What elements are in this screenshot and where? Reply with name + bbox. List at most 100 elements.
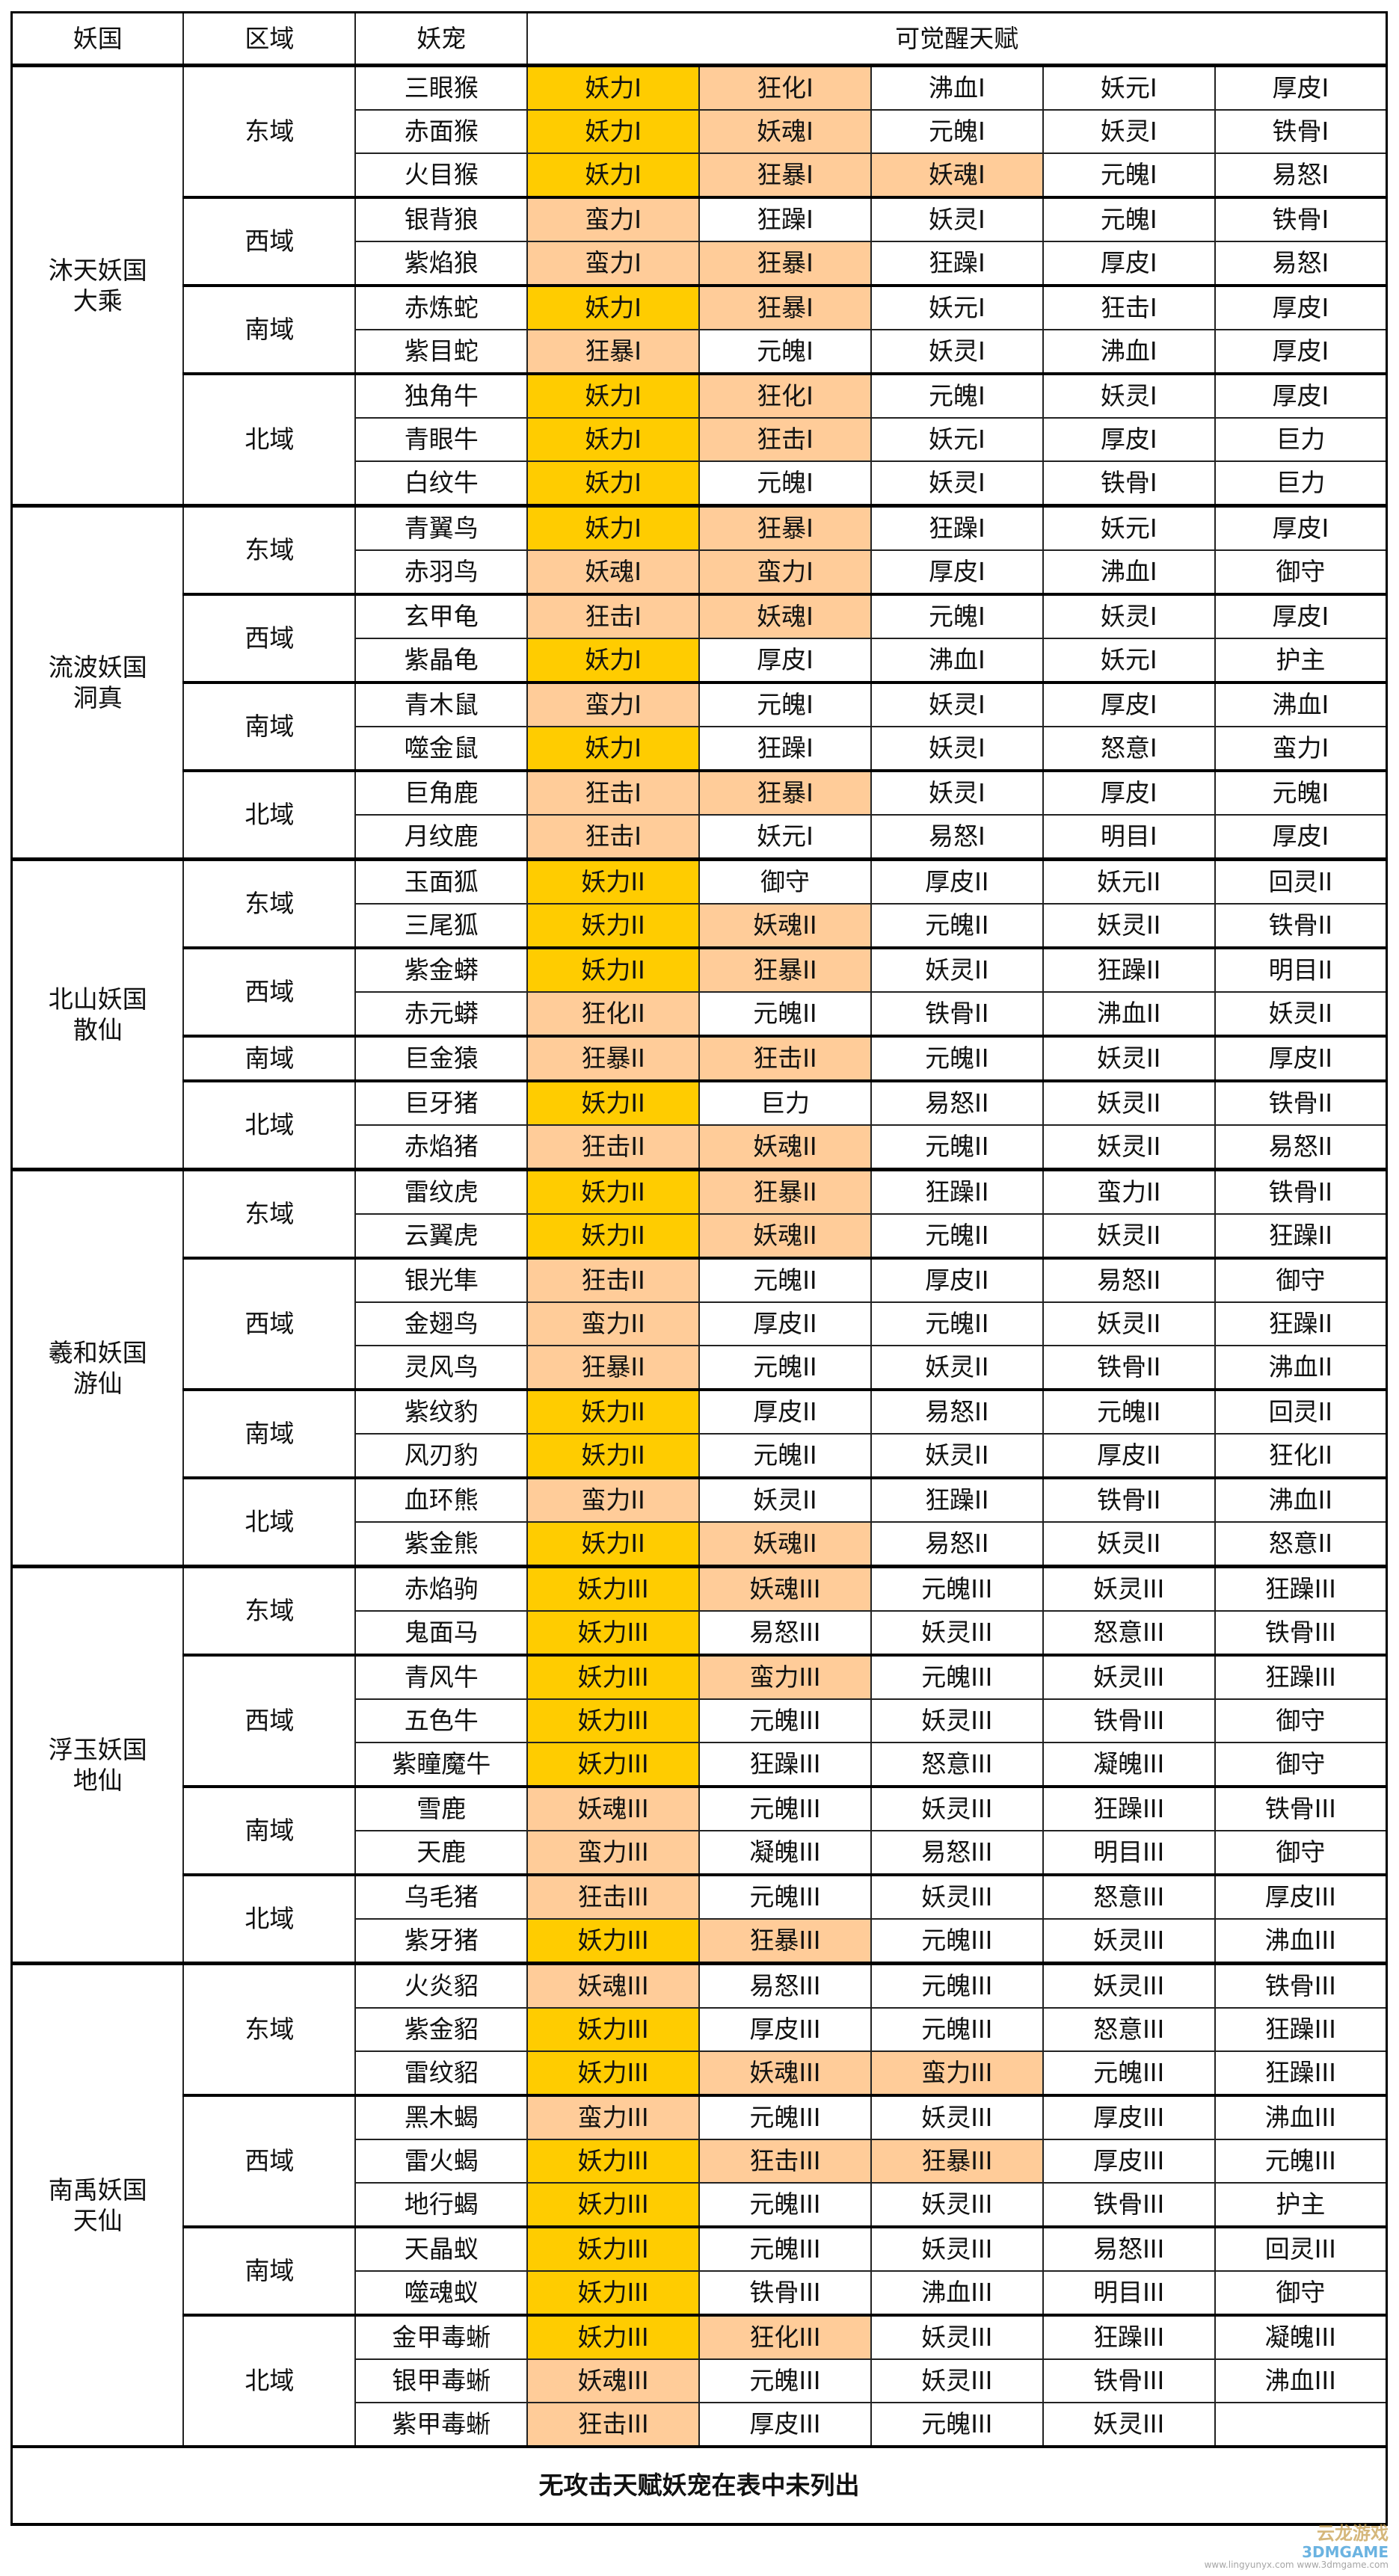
- talent-cell: 妖元I: [1042, 638, 1216, 683]
- pet-name-cell: 巨金猿: [354, 1035, 529, 1082]
- talent-cell: 妖力III: [526, 1742, 700, 1787]
- table-row: 紫目蛇 狂暴I 元魄I 妖灵I 沸血I 厚皮I: [12, 329, 1388, 375]
- talent-cell: 妖灵II: [1042, 1521, 1216, 1568]
- talent-cell: 厚皮I: [1214, 284, 1388, 330]
- region-cell: 西域: [182, 196, 357, 286]
- table-row: 羲和妖国 游仙 东域 雷纹虎 妖力II 狂暴II 狂躁II 蛮力II 铁骨II: [10, 1168, 1388, 1568]
- talent-cell: 元魄III: [698, 1785, 872, 1831]
- table-row: 紫焰狼 蛮力I 狂暴I 狂躁I 厚皮I 易怒I: [12, 241, 1388, 286]
- talent-cell: 元魄III: [870, 2402, 1044, 2447]
- talent-cell: 妖灵II: [698, 1476, 872, 1523]
- talent-cell: 厚皮II: [870, 857, 1044, 905]
- talent-cell: 明目II: [1214, 946, 1388, 993]
- talent-cell: 沸血II: [1042, 991, 1216, 1037]
- pet-name-cell: 火炎貂: [354, 1962, 529, 2009]
- talent-cell: 狂化II: [526, 991, 700, 1037]
- talent-cell: 妖力III: [526, 2007, 700, 2052]
- table-row: 西域 玄甲龟 狂击I 妖魂I 元魄I 妖灵I 厚皮I: [12, 593, 1388, 683]
- talent-cell: 蛮力III: [526, 1830, 700, 1876]
- talent-cell: 狂暴III: [870, 2139, 1044, 2184]
- region-cell: 西域: [182, 2094, 357, 2228]
- talent-cell: 狂躁I: [698, 196, 872, 242]
- talent-cell: 御守: [1214, 1742, 1388, 1787]
- talent-cell: 妖力I: [526, 284, 700, 330]
- talent-cell: 妖灵III: [1042, 1565, 1216, 1612]
- table-row: 紫晶龟 妖力I 厚皮I 沸血I 妖元I 护主: [12, 638, 1388, 683]
- talent-cell: 狂击II: [526, 1257, 700, 1303]
- header-pet: 妖宠: [354, 11, 529, 67]
- table-row: 风刃豹 妖力II 元魄II 妖灵II 厚皮II 狂化II: [12, 1433, 1388, 1479]
- talent-cell: 回灵III: [1214, 2225, 1388, 2272]
- table-row: 云翼虎 妖力II 妖魂II 元魄II 妖灵II 狂躁II: [12, 1213, 1388, 1259]
- talent-cell: 妖力II: [526, 1213, 700, 1259]
- kingdom-cell: 流波妖国 洞真: [10, 504, 185, 860]
- talent-cell: 铁骨I: [1214, 196, 1388, 242]
- table-row: 沐天妖国 大乘 东域 三眼猴 妖力I 狂化I 沸血I 妖元I 厚皮I: [10, 64, 1388, 507]
- pet-name-cell: 紫焰狼: [354, 241, 529, 286]
- talent-cell: 明目I: [1042, 814, 1216, 860]
- talent-cell: 元魄III: [698, 2182, 872, 2228]
- pet-name-cell: 天鹿: [354, 1830, 529, 1876]
- talent-cell: 元魄II: [698, 1345, 872, 1390]
- table-row: 雷纹貂 妖力III 妖魂III 蛮力III 元魄III 狂躁III: [12, 2050, 1388, 2096]
- kingdom-name-line: 大乘: [73, 286, 123, 315]
- talent-cell: 狂击III: [698, 2139, 872, 2184]
- kingdom-name-line: 游仙: [73, 1369, 123, 1398]
- watermark-line3: www.lingyunyx.com www.3dmgame.com: [1204, 2559, 1389, 2570]
- pet-name-cell: 三眼猴: [354, 64, 529, 111]
- talent-cell: 厚皮II: [698, 1388, 872, 1435]
- talent-cell: 凝魄III: [1042, 1742, 1216, 1787]
- talent-cell: 元魄III: [870, 1962, 1044, 2009]
- talent-cell: 妖灵I: [870, 681, 1044, 727]
- talent-cell: 元魄III: [698, 1698, 872, 1743]
- pet-name-cell: 紫晶龟: [354, 638, 529, 683]
- talent-cell: 明目III: [1042, 1830, 1216, 1876]
- talent-cell: 狂躁I: [870, 504, 1044, 551]
- talent-cell: 元魄III: [698, 2358, 872, 2403]
- talent-cell: 元魄II: [870, 1301, 1044, 1346]
- talent-cell: 妖力III: [526, 1654, 700, 1700]
- talent-cell: 元魄II: [1042, 1388, 1216, 1435]
- talent-cell: 铁骨III: [1214, 1785, 1388, 1831]
- talent-cell: 妖灵I: [1042, 372, 1216, 419]
- talent-cell: 妖魂III: [698, 1565, 872, 1612]
- table-row: 流波妖国 洞真 东域 青翼鸟 妖力I 狂暴I 狂躁I 妖元I 厚皮I: [10, 504, 1388, 860]
- talent-cell: 元魄I: [1042, 196, 1216, 242]
- talent-cell: 厚皮III: [698, 2402, 872, 2447]
- talent-cell: 铁骨I: [1214, 109, 1388, 154]
- table-row: 地行蝎 妖力III 元魄III 妖灵III 铁骨III 护主: [12, 2182, 1388, 2228]
- kingdom-cell: 南禹妖国 天仙: [10, 1962, 185, 2447]
- region-cell: 西域: [182, 1257, 357, 1390]
- talent-cell: 妖灵III: [870, 2094, 1044, 2140]
- talent-cell: 沸血III: [1214, 2094, 1388, 2140]
- pet-name-cell: 紫金蟒: [354, 946, 529, 993]
- talent-cell: 易怒I: [870, 814, 1044, 860]
- talent-cell: 妖力III: [526, 2139, 700, 2184]
- region-cell: 南域: [182, 1785, 357, 1876]
- talent-cell: 妖力I: [526, 152, 700, 198]
- talent-cell: 妖灵III: [1042, 1918, 1216, 1965]
- talent-cell: 妖力III: [526, 2270, 700, 2316]
- talent-cell: 铁骨II: [1042, 1476, 1216, 1523]
- talent-cell: 元魄III: [870, 1918, 1044, 1965]
- talent-cell: 妖元I: [698, 814, 872, 860]
- pet-name-cell: 赤焰猪: [354, 1124, 529, 1171]
- kingdom-cell: 羲和妖国 游仙: [10, 1168, 185, 1568]
- pet-name-cell: 巨角鹿: [354, 769, 529, 816]
- talent-cell: 妖灵I: [870, 329, 1044, 375]
- talent-cell: 妖魂II: [698, 1213, 872, 1259]
- talent-cell: 元魄II: [870, 1124, 1044, 1171]
- talent-cell: 狂躁I: [870, 241, 1044, 286]
- talent-cell: 蛮力III: [870, 2050, 1044, 2096]
- talent-cell: 狂暴I: [698, 241, 872, 286]
- table-row: 北域 金甲毒蜥 妖力III 狂化III 妖灵III 狂躁III 凝魄III: [12, 2314, 1388, 2447]
- kingdom-cell: 北山妖国 散仙: [10, 857, 185, 1171]
- region-cell: 南域: [182, 681, 357, 771]
- table-row: 浮玉妖国 地仙 东域 赤焰驹 妖力III 妖魂III 元魄III 妖灵III 狂躁III: [10, 1565, 1388, 1965]
- talent-cell: 妖力II: [526, 1433, 700, 1479]
- talent-cell: 凝魄III: [1214, 2314, 1388, 2360]
- talent-cell: 铁骨III: [1214, 1962, 1388, 2009]
- talent-cell: 妖元I: [870, 284, 1044, 330]
- table-row: 五色牛 妖力III 元魄III 妖灵III 铁骨III 御守: [12, 1698, 1388, 1743]
- talent-cell: 厚皮I: [1214, 504, 1388, 551]
